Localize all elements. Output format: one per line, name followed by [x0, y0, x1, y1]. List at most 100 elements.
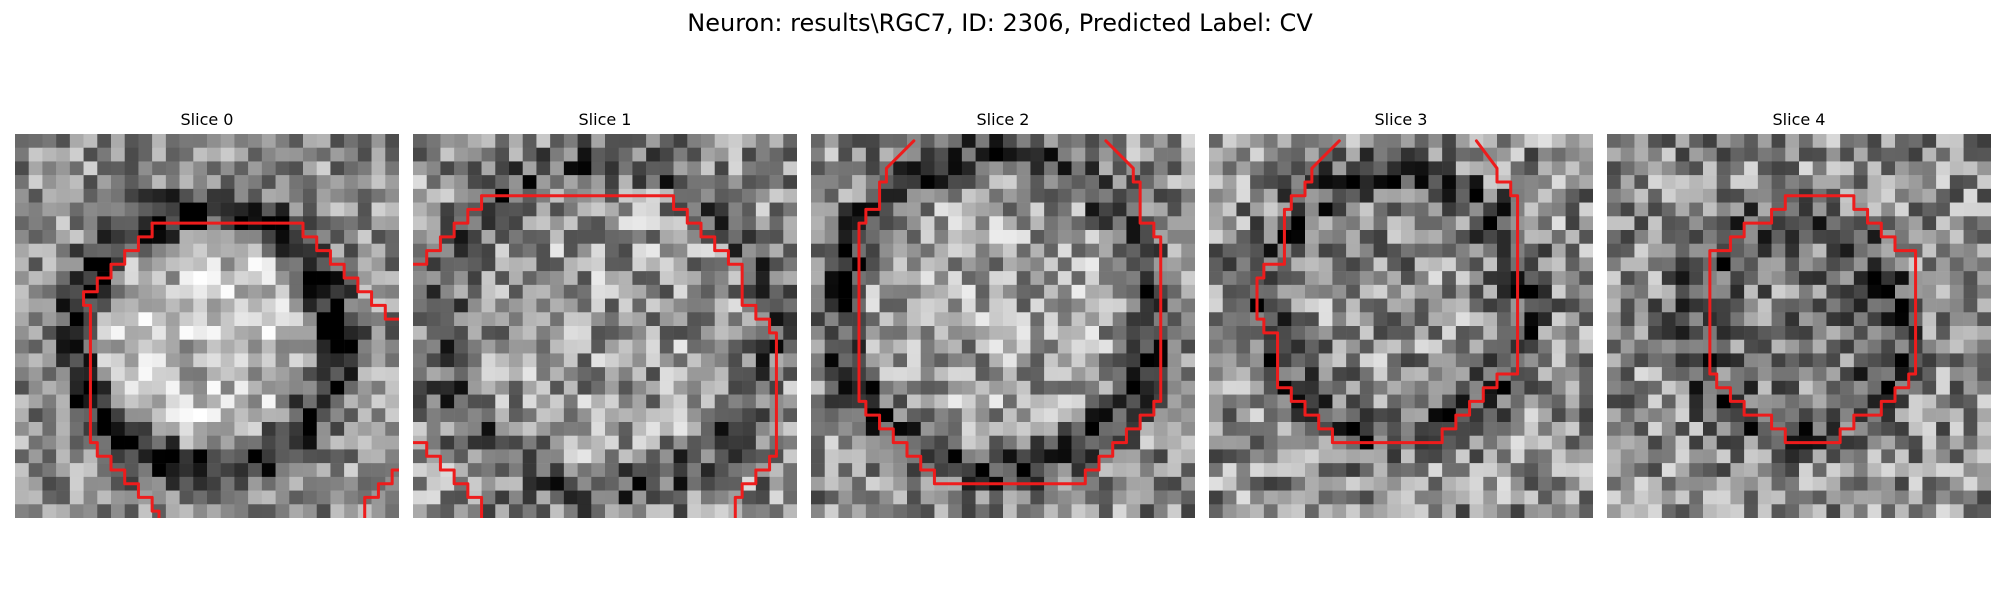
- pixel: [577, 435, 592, 450]
- pixel: [563, 134, 578, 148]
- pixel: [893, 380, 908, 395]
- pixel: [97, 298, 112, 313]
- pixel: [1263, 353, 1278, 368]
- pixel: [289, 202, 304, 217]
- pixel: [605, 175, 619, 190]
- pixel: [1963, 230, 1978, 244]
- pixel: [714, 326, 729, 340]
- pixel: [1497, 298, 1511, 313]
- pixel: [563, 216, 578, 231]
- pixel: [1305, 394, 1319, 409]
- pixel: [1565, 422, 1580, 436]
- pixel: [42, 449, 57, 464]
- pixel: [426, 394, 441, 409]
- pixel: [1497, 312, 1511, 327]
- pixel: [1881, 271, 1896, 286]
- pixel: [1016, 202, 1031, 217]
- pixel: [865, 435, 880, 450]
- pixel: [1634, 284, 1649, 299]
- pixel: [1922, 147, 1937, 162]
- pixel: [275, 463, 290, 478]
- slice-title: Slice 0: [180, 110, 234, 129]
- pixel: [948, 463, 963, 478]
- pixel: [563, 257, 578, 272]
- pixel: [948, 380, 963, 395]
- pixel: [1250, 435, 1265, 450]
- pixel: [1648, 476, 1663, 491]
- pixel: [1977, 298, 1991, 313]
- pixel: [1167, 188, 1182, 203]
- pixel: [714, 271, 729, 286]
- pixel: [15, 175, 29, 190]
- pixel: [1263, 490, 1278, 505]
- pixel: [207, 326, 221, 340]
- pixel: [248, 353, 263, 368]
- pixel: [138, 408, 153, 423]
- pixel: [1291, 175, 1306, 190]
- pixel: [865, 161, 880, 176]
- pixel: [371, 339, 386, 354]
- pixel: [371, 284, 386, 299]
- pixel: [1977, 449, 1991, 464]
- pixel: [316, 271, 331, 286]
- pixel: [1071, 298, 1086, 313]
- pixel: [124, 134, 139, 148]
- pixel: [1236, 408, 1251, 423]
- pixel: [783, 284, 797, 299]
- pixel: [769, 243, 784, 258]
- pixel: [1949, 408, 1964, 423]
- pixel: [989, 284, 1004, 299]
- pixel: [920, 230, 935, 244]
- pixel: [248, 339, 263, 354]
- pixel: [1510, 161, 1525, 176]
- pixel: [632, 339, 647, 354]
- pixel: [138, 147, 153, 162]
- pixel: [1922, 284, 1937, 299]
- pixel: [659, 463, 674, 478]
- pixel: [509, 326, 523, 340]
- pixel: [1414, 463, 1429, 478]
- pixel: [165, 147, 180, 162]
- pixel: [1675, 490, 1690, 505]
- pixel: [1291, 216, 1306, 231]
- pixel: [1689, 504, 1704, 518]
- pixel: [1744, 147, 1759, 162]
- pixel: [1881, 422, 1896, 436]
- pixel: [1579, 422, 1593, 436]
- pixel: [728, 312, 743, 327]
- pixel: [975, 463, 990, 478]
- pixel: [426, 339, 441, 354]
- pixel: [1442, 230, 1457, 244]
- pixel: [248, 380, 263, 395]
- pixel: [1305, 271, 1319, 286]
- pixel: [1085, 394, 1100, 409]
- pixel: [1455, 422, 1470, 436]
- pixel: [124, 216, 139, 231]
- pixel: [865, 257, 880, 272]
- pixel: [1799, 476, 1813, 491]
- pixel: [509, 161, 523, 176]
- pixel: [618, 216, 633, 231]
- pixel: [1908, 435, 1923, 450]
- pixel: [1305, 188, 1319, 203]
- pixel: [1620, 353, 1635, 368]
- pixel: [948, 147, 963, 162]
- pixel: [440, 339, 455, 354]
- pixel: [111, 435, 125, 450]
- pixel: [1538, 339, 1553, 354]
- pixel: [1442, 476, 1457, 491]
- pixel: [714, 339, 729, 354]
- pixel: [1071, 353, 1086, 368]
- pixel: [1483, 230, 1498, 244]
- pixel: [1785, 230, 1800, 244]
- pixel: [152, 312, 167, 327]
- pixel: [1209, 188, 1223, 203]
- pixel: [1908, 202, 1923, 217]
- pixel: [728, 380, 743, 395]
- pixel: [1771, 463, 1786, 478]
- pixel: [1895, 202, 1909, 217]
- pixel: [138, 243, 153, 258]
- pixel: [357, 202, 372, 217]
- pixel: [975, 257, 990, 272]
- pixel: [495, 175, 510, 190]
